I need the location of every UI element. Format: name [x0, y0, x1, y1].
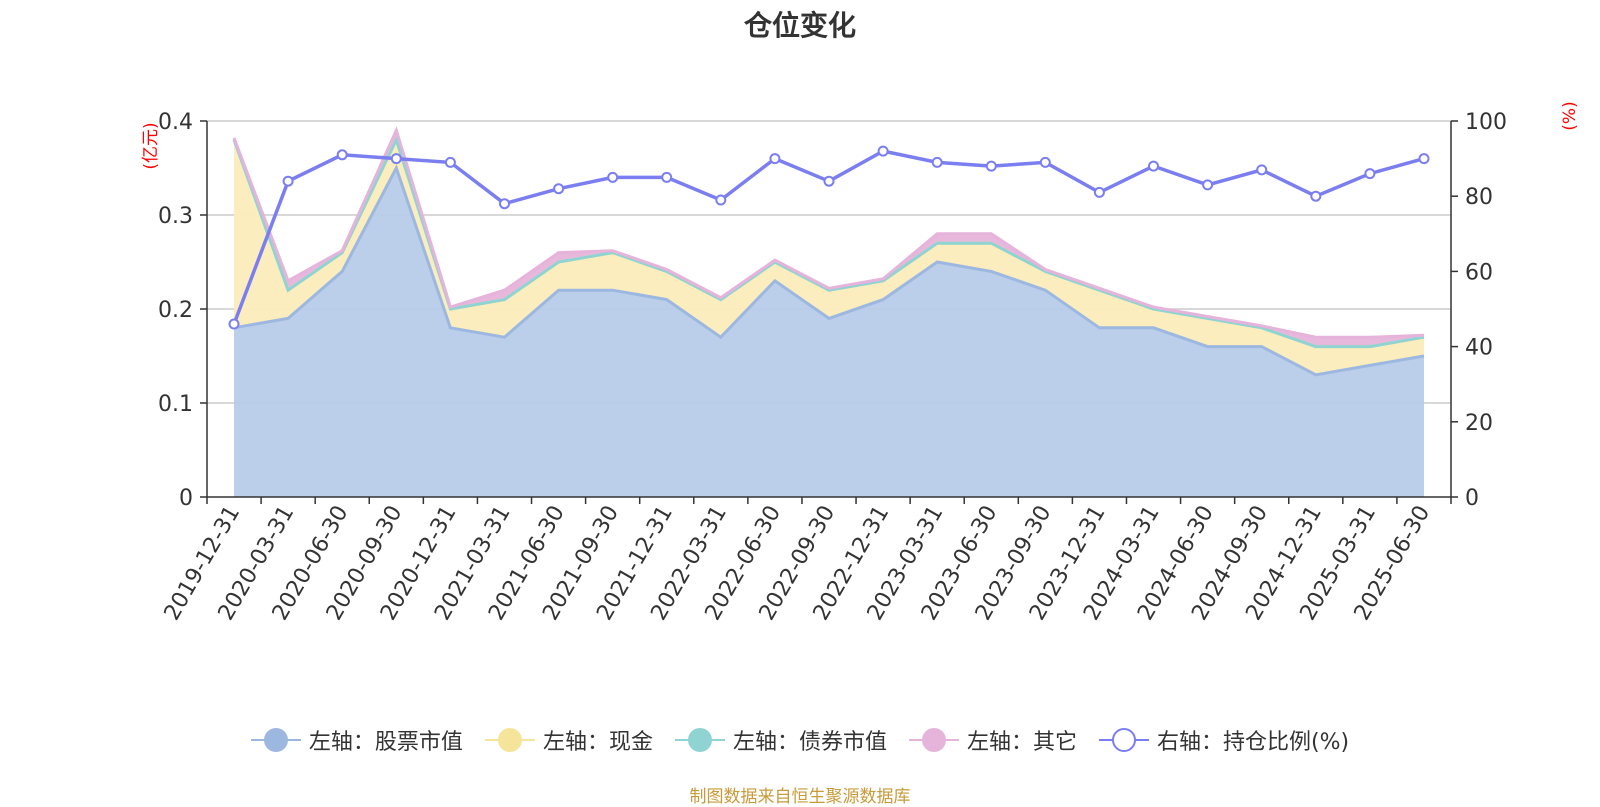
left-axis-tick-label: 0.4	[158, 110, 193, 135]
ratio-point	[1256, 164, 1268, 176]
right-axis-tick-label: 0	[1465, 486, 1479, 511]
area-cash	[234, 139, 1424, 375]
legend-ratio-marker	[1098, 727, 1149, 753]
legend-other-label: 左轴：其它	[966, 730, 1077, 755]
left-axis-tick-label: 0.1	[158, 392, 193, 417]
right-axis-tick-label: 100	[1465, 110, 1507, 135]
ratio-point	[390, 153, 402, 165]
left-axis-tick-label: 0.3	[158, 204, 193, 229]
ratio-point	[228, 318, 240, 330]
legend-item-ratio[interactable]: 右轴：持仓比例(%)	[1098, 724, 1350, 756]
line-stock	[233, 164, 1425, 377]
legend-bond-marker	[674, 727, 725, 753]
legend-stock-label: 左轴：股票市值	[308, 730, 463, 755]
ratio-point	[769, 153, 781, 165]
ratio-point	[499, 198, 510, 210]
ratio-point	[553, 183, 565, 195]
legend-bond-label: 左轴：债券市值	[732, 730, 887, 755]
left-axis-name: (亿元)	[141, 122, 161, 169]
legend-item-stock[interactable]: 左轴：股票市值	[250, 724, 463, 756]
ratio-point	[877, 145, 889, 157]
ratio-point	[444, 156, 456, 168]
chart-title: 仓位变化	[743, 9, 856, 42]
source-note: 制图数据来自恒生聚源数据库	[689, 787, 911, 807]
line-other	[232, 126, 1425, 339]
ratio-point	[1148, 160, 1159, 172]
right-axis-name: (%)	[1560, 101, 1580, 130]
ratio-point	[661, 171, 673, 183]
ratio-point	[715, 194, 727, 206]
legend-cash-marker	[484, 727, 535, 753]
area-stock	[234, 168, 1424, 497]
legend-item-bond[interactable]: 左轴：债券市值	[674, 724, 887, 756]
ratio-point	[1039, 156, 1051, 168]
legend-cash-label: 左轴：现金	[542, 730, 653, 755]
ratio-point	[1093, 186, 1105, 198]
legend-item-other[interactable]: 左轴：其它	[908, 724, 1077, 756]
right-axis-tick-label: 20	[1465, 411, 1493, 436]
ratio-point	[282, 175, 294, 187]
right-axis-tick-label: 60	[1465, 260, 1493, 285]
ratio-point	[1310, 190, 1322, 202]
ratio-point	[1364, 168, 1376, 180]
right-axis-tick-label: 80	[1465, 185, 1493, 210]
legend-ratio-label: 右轴：持仓比例(%)	[1156, 730, 1350, 755]
ratio-point	[823, 175, 835, 187]
ratio-point	[607, 171, 619, 183]
ratio-point	[336, 149, 348, 161]
legend-item-cash[interactable]: 左轴：现金	[484, 724, 653, 756]
legend: 左轴：股票市值 左轴：现金 左轴：债券市值 左轴：其它 右轴：持仓比例(%)	[0, 724, 1600, 756]
ratio-point	[1202, 179, 1214, 191]
left-axis-tick-label: 0.2	[158, 298, 193, 323]
legend-other-marker	[908, 727, 959, 753]
ratio-point	[985, 160, 997, 172]
ratio-point	[1418, 153, 1430, 165]
ratio-point	[931, 156, 943, 168]
legend-stock-marker	[250, 727, 301, 753]
left-axis-tick-label: 0	[179, 486, 193, 511]
right-axis-tick-label: 40	[1465, 336, 1493, 361]
